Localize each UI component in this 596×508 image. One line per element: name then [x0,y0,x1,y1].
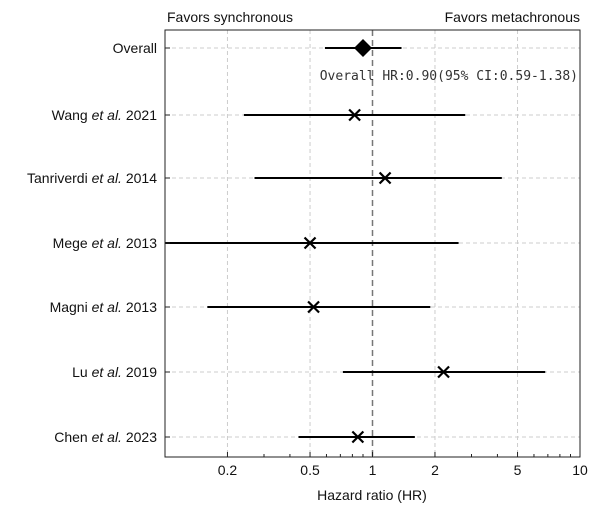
x-tick-label: 2 [431,462,439,478]
x-tick-label: 10 [572,462,588,478]
study-label: Mege et al. 2013 [53,235,158,251]
study-rows [165,39,546,444]
header-favors-metachronous: Favors metachronous [445,9,580,25]
study-label: Magni et al. 2013 [50,299,158,315]
x-tick-label: 5 [514,462,522,478]
overall-diamond-marker [354,39,373,57]
hr-marker [348,108,361,122]
hr-marker [307,300,320,314]
study-label: Wang et al. 2021 [52,107,158,123]
hr-marker [378,171,392,185]
study-label: Tanriverdi et al. 2014 [27,170,157,186]
x-axis-ticks: 0.2 0.5 1 2 5 10 [165,47,588,478]
overall-annotation: Overall HR:0.90(95% CI:0.59-1.38) [320,69,578,84]
hr-marker [351,430,365,444]
hr-marker [303,236,317,250]
header-favors-synchronous: Favors synchronous [167,9,293,25]
x-axis-label: Hazard ratio (HR) [317,487,427,503]
study-label: Lu et al. 2019 [72,364,157,380]
study-label: Chen et al. 2023 [54,429,157,445]
x-tick-label: 0.2 [218,462,238,478]
x-tick-label: 1 [369,462,377,478]
hr-marker [437,365,450,379]
x-tick-label: 0.5 [300,462,320,478]
study-labels: Overall Wang et al. 2021 Tanriverdi et al.… [27,40,157,445]
study-label: Overall [113,40,157,56]
